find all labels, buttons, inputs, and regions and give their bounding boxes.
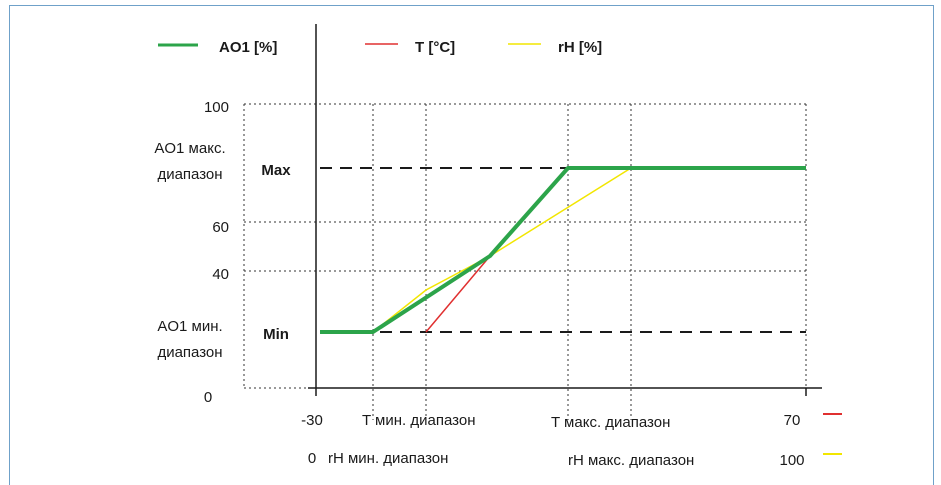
y-tick-100: 100 <box>204 99 229 116</box>
y-tick-40: 40 <box>212 266 229 283</box>
x-rh-min: rH мин. диапазон <box>328 450 448 467</box>
x-rh-end: 100 <box>779 452 804 469</box>
ao1-min-range-line2: диапазон <box>157 344 222 361</box>
y-tick-60: 60 <box>212 219 229 236</box>
max-label: Max <box>261 162 291 179</box>
y-tick-0: 0 <box>204 389 212 406</box>
rh-curve <box>372 167 806 333</box>
t-curve <box>425 167 806 333</box>
ao1-max-range-line1: AO1 макс. <box>154 140 225 157</box>
x-rh-max: rH макс. диапазон <box>568 452 694 469</box>
ao1-min-range-line1: AO1 мин. <box>157 318 222 335</box>
legend-t-label: T [°C] <box>415 39 455 56</box>
legend-ao1-label: AO1 [%] <box>219 39 277 56</box>
x-t-end: 70 <box>784 412 801 429</box>
x-rh-start: 0 <box>308 450 316 467</box>
legend-rh-label: rH [%] <box>558 39 602 56</box>
ao1-curve <box>320 166 806 334</box>
x-t-min: T мин. диапазон <box>362 412 475 429</box>
x-t-start: -30 <box>301 412 323 429</box>
diagram-frame <box>9 5 934 485</box>
min-label: Min <box>263 326 289 343</box>
x-t-max: T макс. диапазон <box>551 414 670 431</box>
ao1-max-range-line2: диапазон <box>157 166 222 183</box>
